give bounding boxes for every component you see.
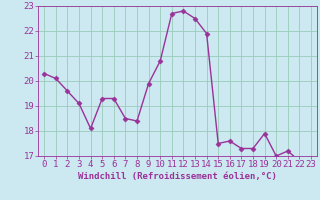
X-axis label: Windchill (Refroidissement éolien,°C): Windchill (Refroidissement éolien,°C) — [78, 172, 277, 181]
